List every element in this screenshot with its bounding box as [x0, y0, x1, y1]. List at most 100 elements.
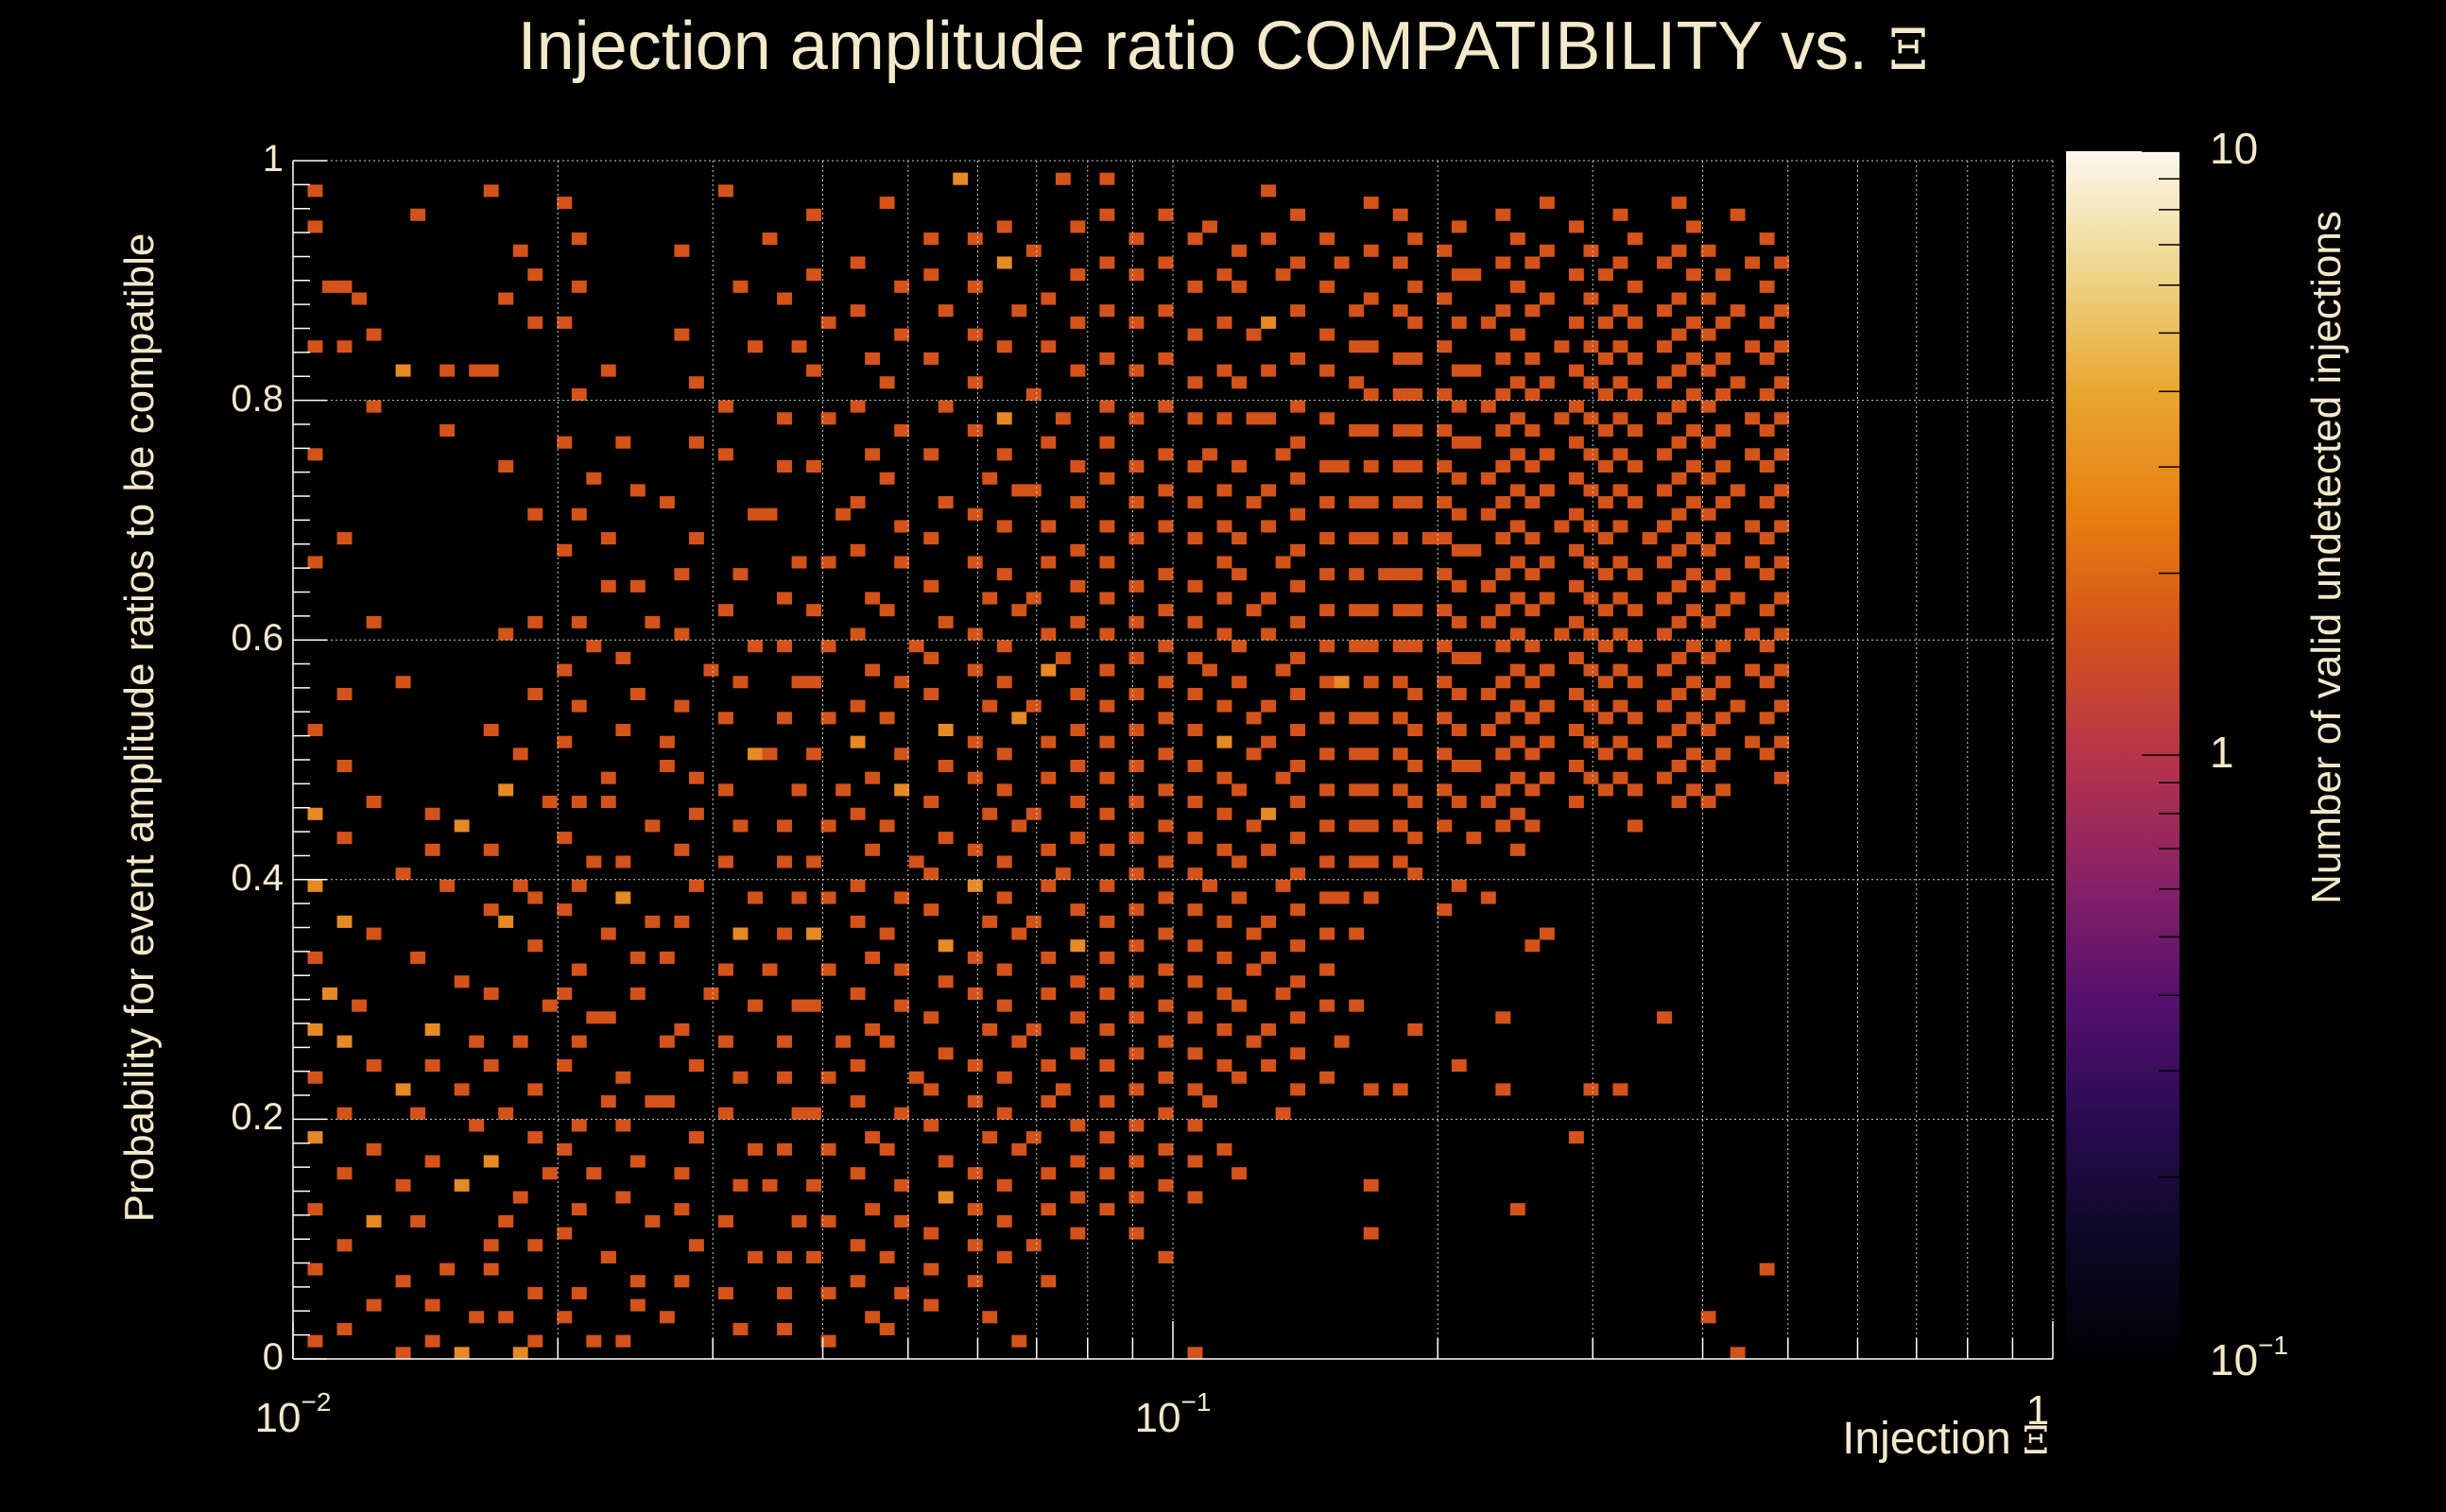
heatmap-cell: [1290, 903, 1306, 917]
heatmap-cell: [1700, 436, 1716, 449]
heatmap-cell: [410, 1214, 426, 1228]
heatmap-cell: [1524, 712, 1541, 725]
heatmap-cell: [806, 747, 821, 761]
heatmap-cell: [923, 232, 939, 246]
heatmap-cell: [1363, 423, 1379, 438]
heatmap-cell: [865, 1311, 881, 1324]
heatmap-cell: [1158, 712, 1174, 725]
heatmap-cell: [1025, 807, 1042, 820]
heatmap-cell: [850, 256, 866, 269]
heatmap-cell: [1099, 256, 1115, 269]
heatmap-cell: [850, 699, 866, 713]
heatmap-cell: [1099, 592, 1115, 605]
heatmap-cell: [1011, 1143, 1027, 1156]
heatmap-cell: [1246, 604, 1262, 617]
heatmap-cell: [498, 627, 514, 641]
heatmap-cell: [483, 987, 499, 1000]
heatmap-cell: [717, 1035, 733, 1048]
heatmap-cell: [1524, 640, 1541, 653]
heatmap-cell: [1759, 423, 1775, 438]
heatmap-cell: [777, 592, 792, 605]
heatmap-cell: [1363, 387, 1379, 401]
heatmap-cell: [527, 1334, 543, 1348]
heatmap-cell: [1099, 627, 1115, 641]
heatmap-cell: [1216, 520, 1232, 533]
heatmap-cell: [1275, 268, 1291, 282]
heatmap-cell: [483, 1263, 499, 1276]
heatmap-cell: [1612, 735, 1628, 748]
heatmap-cell: [366, 615, 382, 628]
heatmap-cell: [674, 915, 690, 928]
heatmap-cell: [1568, 615, 1584, 628]
heatmap-cell: [1715, 604, 1731, 617]
heatmap-cell: [336, 687, 353, 700]
heatmap-cell: [1187, 1011, 1203, 1024]
heatmap-cell: [307, 1071, 323, 1084]
heatmap-cell: [791, 999, 807, 1012]
heatmap-cell: [439, 879, 456, 892]
heatmap-cell: [1437, 244, 1453, 257]
heatmap-cell: [938, 400, 954, 413]
heatmap-cell: [923, 1083, 939, 1096]
heatmap-cell: [1158, 520, 1174, 533]
heatmap-cell: [1128, 796, 1145, 809]
heatmap-cell: [557, 663, 573, 677]
heatmap-cell: [1216, 627, 1232, 641]
heatmap-cell: [1407, 496, 1423, 509]
heatmap-cell: [762, 963, 778, 976]
heatmap-cell: [1671, 436, 1687, 449]
heatmap-cell: [1070, 220, 1086, 233]
heatmap-cell: [1730, 376, 1746, 389]
heatmap-cell: [1392, 712, 1408, 725]
heatmap-cell: [645, 915, 661, 928]
heatmap-cell: [1099, 352, 1115, 365]
heatmap-cell: [1158, 963, 1174, 976]
heatmap-cell: [1407, 568, 1423, 581]
heatmap-cell: [1334, 891, 1350, 904]
heatmap-cell: [674, 1022, 690, 1037]
heatmap-cell: [850, 543, 866, 557]
heatmap-cell: [1070, 687, 1086, 700]
heatmap-cell: [865, 1203, 881, 1216]
heatmap-cell: [1759, 712, 1775, 725]
heatmap-cell: [938, 723, 954, 737]
heatmap-cell: [1099, 1203, 1115, 1216]
heatmap-cell: [1509, 807, 1525, 820]
heatmap-cell: [1319, 927, 1335, 940]
heatmap-cell: [1334, 1035, 1350, 1048]
heatmap-cell: [967, 423, 983, 438]
heatmap-cell: [1290, 975, 1306, 988]
heatmap-cell: [600, 579, 616, 593]
heatmap-cell: [1319, 640, 1335, 653]
heatmap-cell: [1612, 412, 1628, 425]
heatmap-cell: [1070, 1119, 1086, 1132]
heatmap-cell: [967, 1275, 983, 1288]
heatmap-cell: [1657, 256, 1672, 269]
heatmap-cell: [717, 604, 733, 617]
heatmap-cell: [1774, 699, 1790, 713]
heatmap-cell: [938, 760, 954, 773]
heatmap-cell: [1568, 364, 1584, 377]
heatmap-cell: [1025, 244, 1042, 257]
heatmap-cell: [1290, 760, 1306, 773]
heatmap-cell: [1451, 220, 1467, 233]
heatmap-cell: [1041, 340, 1057, 353]
heatmap-cell: [923, 1263, 939, 1276]
heatmap-cell: [1524, 352, 1541, 365]
axes: [292, 160, 2054, 1360]
colorbar-tick-label-exponent: −1: [2258, 1331, 2289, 1360]
heatmap-cell: [336, 1167, 353, 1180]
heatmap-cell: [967, 771, 983, 784]
heatmap-cell: [879, 472, 895, 485]
heatmap-cell: [439, 423, 456, 438]
heatmap-cell: [982, 807, 998, 820]
heatmap-cell: [996, 340, 1012, 353]
heatmap-cell: [1099, 172, 1115, 185]
heatmap-cell: [996, 1071, 1012, 1084]
heatmap-cell: [1099, 987, 1115, 1000]
heatmap-cell: [1246, 747, 1262, 761]
heatmap-cell: [1363, 712, 1379, 725]
heatmap-cell: [498, 1107, 514, 1120]
heatmap-cell: [674, 244, 690, 257]
